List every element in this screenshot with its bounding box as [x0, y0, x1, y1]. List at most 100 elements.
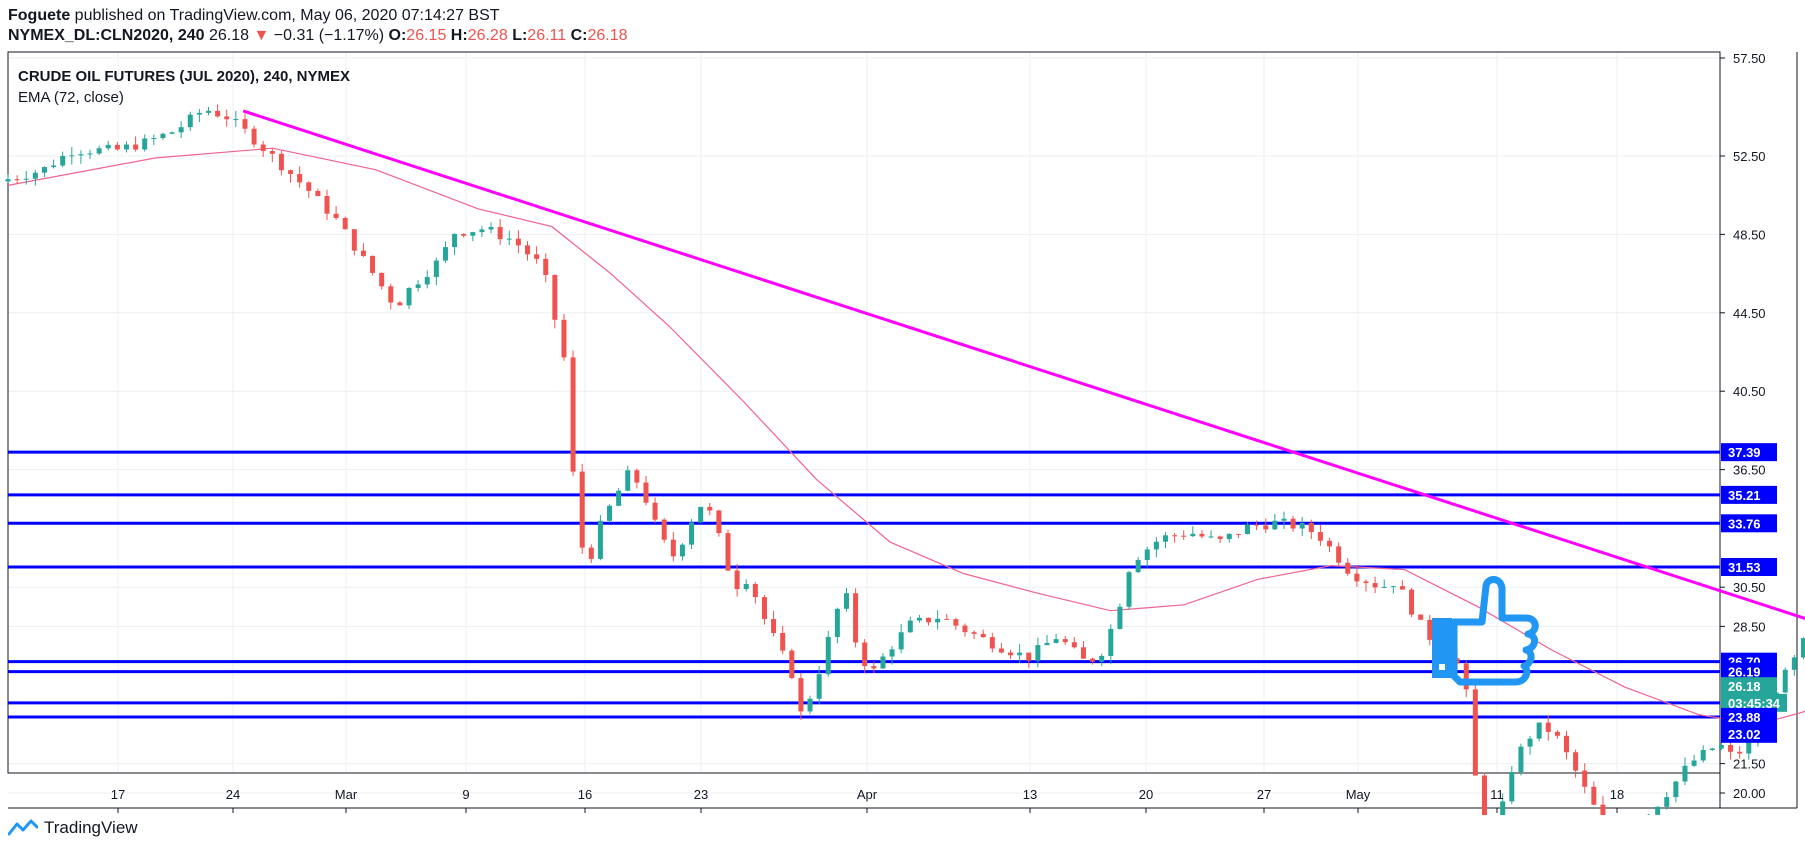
- candle-body: [1245, 524, 1251, 535]
- candle-body: [570, 357, 576, 472]
- candle-body: [962, 625, 968, 633]
- candle-body: [725, 533, 731, 571]
- candle-body: [552, 274, 558, 320]
- candle-body: [534, 254, 540, 259]
- candle-body: [1582, 770, 1588, 787]
- price-axis-labels: 37.3935.2133.7631.5326.7026.1926.1803:45…: [1721, 443, 1787, 743]
- candle-body: [561, 319, 567, 358]
- candle-body: [597, 520, 603, 559]
- price-axis-label-box: [1721, 485, 1777, 504]
- thumbs-up-icon: [1432, 576, 1539, 686]
- candle-body: [251, 128, 257, 145]
- close-label: C:: [570, 27, 588, 44]
- candle-body: [1545, 722, 1551, 732]
- candle-body: [1317, 532, 1323, 541]
- candle-body: [1345, 562, 1351, 574]
- price-chart[interactable]: 16.3018.6020.0021.5028.5030.5036.5040.50…: [0, 0, 1805, 815]
- candle-body: [306, 182, 312, 191]
- price-change: −0.31 (−1.17%): [273, 27, 385, 44]
- thumbs-up-cuff: [1432, 618, 1452, 678]
- candle-body: [1463, 663, 1469, 690]
- candle-body: [734, 570, 740, 590]
- candle-body: [1199, 533, 1205, 537]
- candle-body: [278, 153, 284, 171]
- footer-brand[interactable]: TradingView: [8, 818, 138, 838]
- candle-body: [543, 258, 549, 275]
- candle-body: [51, 165, 57, 168]
- candle-body: [689, 522, 695, 545]
- candle-body: [433, 260, 439, 277]
- candle-body: [224, 116, 230, 120]
- price-tick-label: 28.50: [1733, 619, 1766, 634]
- author-name[interactable]: Foguete: [8, 7, 71, 24]
- candle-body: [743, 584, 749, 590]
- candle-body: [1563, 735, 1569, 753]
- candle-body: [342, 218, 348, 230]
- open-value: 26.15: [406, 27, 447, 44]
- symbol-label: NYMEX_DL:CLN2020, 240: [8, 27, 205, 44]
- candle-body: [707, 506, 713, 511]
- price-axis-label-box: [1721, 677, 1777, 696]
- candle-body: [634, 470, 640, 483]
- candle-body: [1600, 804, 1606, 815]
- price-axis-label-text: 31.53: [1728, 560, 1761, 575]
- candle-body: [843, 593, 849, 609]
- candle-body: [114, 144, 120, 150]
- candle-body: [625, 470, 631, 491]
- candle-body: [1782, 669, 1788, 693]
- candle-body: [980, 633, 986, 638]
- candle-body: [643, 482, 649, 503]
- time-tick-label: Mar: [335, 787, 358, 802]
- candle-body: [333, 213, 339, 219]
- candle-body: [69, 155, 75, 157]
- candle-body: [1655, 806, 1661, 815]
- price-tick-label: 48.50: [1733, 227, 1766, 242]
- candle-body: [1099, 655, 1105, 662]
- price-axis-label-box: [1721, 558, 1777, 577]
- candle-body: [916, 617, 922, 621]
- price-tick-label: 44.50: [1733, 306, 1766, 321]
- candle-body: [233, 119, 239, 121]
- candle-body: [32, 172, 38, 179]
- candle-body: [260, 144, 266, 151]
- candle-body: [1108, 628, 1114, 656]
- candle-body: [315, 190, 321, 197]
- trendline: [242, 109, 1805, 620]
- price-axis-label-text: 33.76: [1728, 516, 1761, 531]
- price-axis-ticks: 16.3018.6020.0021.5028.5030.5036.5040.50…: [1720, 51, 1766, 815]
- candle-body: [1181, 535, 1187, 537]
- candle-body: [1664, 797, 1670, 807]
- thumbs-up-hand: [1450, 576, 1539, 686]
- candle-body: [1126, 572, 1132, 607]
- candle-body: [935, 618, 941, 623]
- price-axis-label-text: 23.88: [1728, 710, 1761, 725]
- candle-body: [1381, 586, 1387, 588]
- candle-body: [780, 633, 786, 651]
- candle-body: [752, 584, 758, 598]
- candle-body: [1071, 642, 1077, 648]
- low-label: L:: [512, 27, 528, 44]
- candle-body: [1746, 740, 1752, 754]
- candle-body: [1090, 658, 1096, 662]
- ema-legend[interactable]: EMA (72, close): [18, 89, 124, 106]
- candle-body: [133, 144, 139, 150]
- candle-body: [506, 238, 512, 240]
- candle-body: [716, 510, 722, 534]
- chart-header: Foguete published on TradingView.com, Ma…: [8, 6, 628, 46]
- candle-body: [871, 666, 877, 669]
- time-tick-label: 23: [694, 787, 708, 802]
- candle-body: [898, 632, 904, 650]
- candle-body: [1573, 752, 1579, 771]
- time-tick-label: 18: [1610, 787, 1624, 802]
- candle-body: [616, 490, 622, 506]
- price-axis-label-text: 35.21: [1728, 488, 1761, 503]
- candle-body: [816, 674, 822, 699]
- close-value: 26.18: [587, 27, 628, 44]
- candle-body: [397, 302, 403, 306]
- candle-body: [415, 284, 421, 288]
- time-tick-label: 13: [1023, 787, 1037, 802]
- candle-body: [1728, 744, 1734, 752]
- low-value: 26.11: [527, 27, 567, 44]
- candle-body: [452, 233, 458, 248]
- price-tick-label: 30.50: [1733, 580, 1766, 595]
